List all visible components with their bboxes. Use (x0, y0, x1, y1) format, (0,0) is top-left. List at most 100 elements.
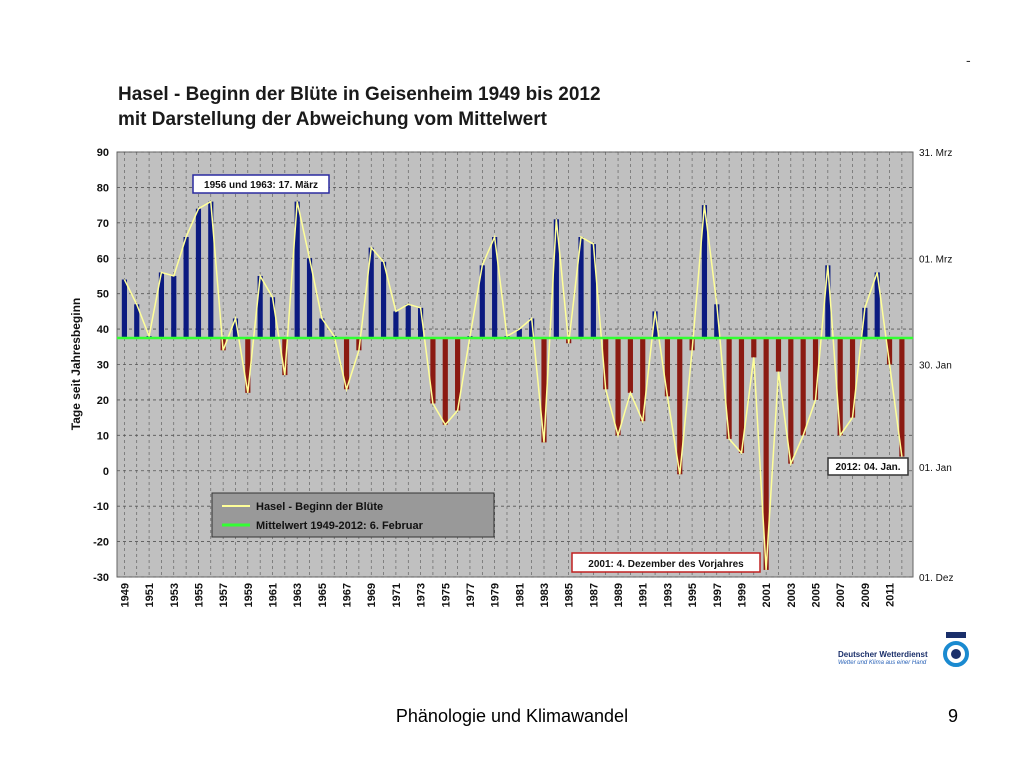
bar-1978 (479, 265, 485, 338)
bar-1994 (677, 337, 683, 475)
bar-1974 (430, 337, 436, 404)
bar-2000 (751, 337, 757, 358)
bar-1955 (195, 208, 202, 338)
x-tick-label: 1969 (366, 583, 378, 607)
bar-1993 (664, 337, 671, 397)
y-tick-label: -30 (93, 572, 109, 584)
bar-1958 (232, 318, 239, 338)
right-axis-label: 01. Jan (919, 463, 952, 474)
bar-1996 (701, 205, 708, 338)
corner-mark: - (966, 52, 971, 68)
bar-1950 (134, 304, 140, 338)
bar-1953 (171, 275, 177, 338)
bar-1976 (455, 337, 461, 411)
bar-1990 (627, 337, 633, 393)
y-tick-label: 20 (97, 395, 109, 407)
bar-1960 (257, 275, 263, 338)
bar-1959 (245, 337, 251, 393)
footer-text: Phänologie und Klimawandel (395, 706, 629, 726)
legend-label: Mittelwert 1949-2012: 6. Februar (256, 520, 424, 532)
annotation-text: 1956 und 1963: 17. März (204, 180, 318, 191)
x-tick-label: 1987 (588, 583, 600, 607)
bar-1982 (529, 318, 535, 338)
bar-1973 (417, 307, 424, 338)
bar-1979 (492, 237, 498, 338)
bar-1986 (578, 237, 584, 338)
x-tick-label: 1951 (144, 583, 156, 607)
bar-1970 (380, 261, 387, 338)
annotation-box (192, 174, 330, 194)
x-tick-label: 2007 (835, 583, 847, 607)
bar-1963 (294, 201, 300, 338)
y-tick-label: 40 (97, 324, 109, 336)
bar-2012 (899, 337, 905, 457)
x-tick-label: 1981 (514, 583, 526, 607)
annotation-box (571, 552, 761, 573)
x-tick-label: 1975 (440, 583, 452, 607)
page-number: 9 (948, 706, 959, 726)
x-tick-label: 2009 (860, 583, 872, 607)
bar-2007 (837, 337, 843, 436)
bar-1954 (183, 237, 189, 338)
bar-1969 (368, 247, 374, 338)
bar-2008 (849, 337, 856, 418)
bloom-series-line (123, 200, 903, 570)
annotation-text: 2001: 4. Dezember des Vorjahres (588, 559, 744, 570)
y-tick-label: 50 (97, 289, 109, 301)
x-tick-label: 1967 (342, 583, 354, 607)
x-tick-label: 1963 (292, 583, 304, 607)
legend-label: Hasel - Beginn der Blüte (256, 501, 383, 513)
y-tick-label: -10 (93, 501, 109, 513)
bar-1999 (738, 337, 745, 454)
chart-title: Hasel - Beginn der Blüte in Geisenheim 1… (118, 82, 601, 132)
bar-1988 (603, 337, 609, 390)
right-axis-label: 30. Jan (919, 361, 952, 372)
bar-2003 (788, 337, 794, 464)
x-tick-label: 2005 (811, 583, 823, 607)
x-tick-label: 1949 (119, 583, 131, 607)
bar-2006 (825, 265, 831, 338)
bar-2001 (763, 337, 769, 570)
bar-1967 (343, 337, 350, 390)
bar-1983 (541, 337, 547, 443)
x-tick-label: 1985 (564, 583, 576, 607)
right-axis-label: 01. Mrz (919, 254, 952, 265)
annotation-text: 2012: 04. Jan. (835, 462, 900, 473)
x-tick-label: 1959 (243, 583, 255, 607)
bar-1981 (516, 329, 522, 338)
bar-1962 (282, 337, 288, 376)
bar-1965 (319, 318, 325, 338)
x-tick-label: 1979 (490, 583, 502, 607)
annotation-box (827, 457, 909, 476)
x-tick-label: 1995 (687, 583, 699, 607)
y-axis-label: Tage seit Jahresbeginn (69, 298, 83, 431)
x-tick-label: 1955 (193, 583, 205, 607)
bar-1975 (442, 337, 448, 425)
bar-1998 (726, 337, 732, 439)
y-tick-label: 70 (97, 218, 109, 230)
x-tick-label: 1993 (662, 583, 674, 607)
chart-title-line2: mit Darstellung der Abweichung vom Mitte… (118, 109, 547, 130)
bar-1952 (158, 272, 165, 338)
bar-1972 (405, 304, 411, 338)
dwd-logo-icon (943, 632, 969, 667)
x-tick-label: 2001 (761, 583, 773, 607)
x-tick-label: 1961 (267, 583, 279, 607)
y-tick-label: 30 (97, 360, 109, 372)
bar-1989 (615, 337, 621, 436)
x-tick-label: 1973 (416, 583, 428, 607)
x-tick-label: 1999 (736, 583, 748, 607)
x-tick-label: 2011 (885, 583, 897, 607)
bar-1971 (393, 311, 399, 338)
x-tick-label: 1957 (218, 583, 230, 607)
right-axis-label: 31. Mrz (919, 148, 952, 159)
x-tick-label: 1991 (638, 583, 650, 607)
x-tick-label: 2003 (786, 583, 798, 607)
right-axis-label: 01. Dez (919, 573, 953, 584)
bar-2011 (886, 337, 893, 365)
bar-2009 (862, 307, 868, 338)
bar-1949 (121, 279, 127, 338)
chart-title-line1: Hasel - Beginn der Blüte in Geisenheim 1… (118, 84, 601, 105)
bar-1997 (714, 304, 720, 338)
